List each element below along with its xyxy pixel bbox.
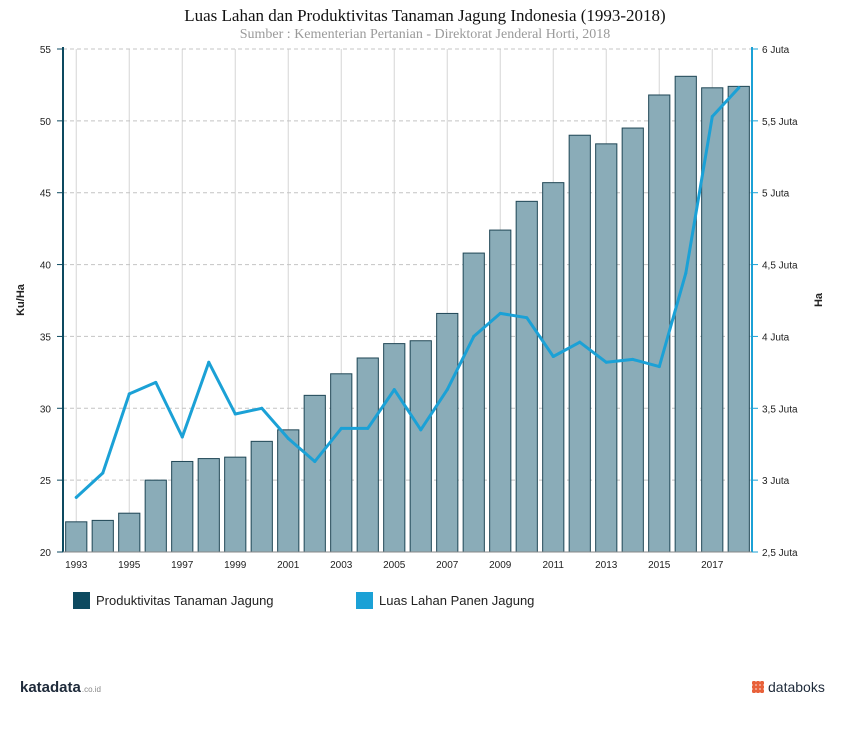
x-tick-label: 1995 <box>118 560 141 571</box>
y-left-tick-label: 55 <box>40 45 52 56</box>
point-luas-lahan <box>207 360 211 364</box>
bar-productivity <box>197 458 220 553</box>
y-right-tick-label: 3,5 Juta <box>762 404 798 415</box>
point-luas-lahan <box>366 426 370 430</box>
x-tick-label: 1999 <box>224 560 247 571</box>
katadata-logo-text: katadata <box>20 679 81 696</box>
point-luas-lahan <box>339 426 343 430</box>
y-right-tick-label: 6 Juta <box>762 45 790 56</box>
legend-label-productivity: Produktivitas Tanaman Jagung <box>96 593 274 608</box>
x-tick-label: 2015 <box>648 560 671 571</box>
x-tick-label: 2009 <box>489 560 512 571</box>
point-luas-lahan <box>286 436 290 440</box>
bar-productivity <box>330 373 353 553</box>
y-left-tick-label: 45 <box>40 189 52 200</box>
bar-productivity <box>727 85 750 553</box>
point-luas-lahan <box>498 311 502 315</box>
bar-productivity <box>277 429 300 553</box>
x-tick-label: 2001 <box>277 560 300 571</box>
databoks-logo-text: databoks <box>768 679 825 695</box>
point-luas-lahan <box>445 388 449 392</box>
point-luas-lahan <box>551 355 555 359</box>
y-right-tick-label: 3 Juta <box>762 476 790 487</box>
point-luas-lahan <box>392 388 396 392</box>
bar-productivity <box>303 394 326 553</box>
point-luas-lahan <box>710 115 714 119</box>
databoks-dots-icon <box>752 681 764 693</box>
y-left-tick-label: 35 <box>40 332 52 343</box>
bar-productivity <box>144 479 167 553</box>
point-luas-lahan <box>631 357 635 361</box>
y-right-tick-label: 2,5 Juta <box>762 548 798 559</box>
y-right-axis-label: Ha <box>813 292 825 307</box>
bar-productivity <box>224 456 247 553</box>
bar-productivity <box>489 229 512 553</box>
y-right-tick-label: 4 Juta <box>762 332 790 343</box>
legend-label-area: Luas Lahan Panen Jagung <box>379 593 535 608</box>
x-tick-label: 2005 <box>383 560 406 571</box>
point-luas-lahan <box>74 495 78 499</box>
bar-productivity <box>91 519 114 553</box>
y-right-tick-label: 4,5 Juta <box>762 261 798 272</box>
katadata-logo: katadata .co.id <box>20 679 101 696</box>
y-left-tick-label: 20 <box>40 548 52 559</box>
bar-productivity <box>171 460 194 553</box>
bar-productivity <box>648 94 671 553</box>
katadata-logo-suffix: .co.id <box>81 685 101 694</box>
bar-productivity <box>621 127 644 553</box>
point-luas-lahan <box>313 459 317 463</box>
bar-productivity <box>409 340 432 553</box>
y-right-tick-label: 5 Juta <box>762 189 790 200</box>
x-tick-label: 1997 <box>171 560 194 571</box>
y-left-axis-label: Ku/Ha <box>15 283 27 316</box>
line-luas-lahan <box>74 86 741 499</box>
bar-productivity <box>250 440 273 553</box>
chart-title: Luas Lahan dan Produktivitas Tanaman Jag… <box>184 6 666 25</box>
x-tick-label: 2013 <box>595 560 618 571</box>
x-tick-label: 2017 <box>701 560 724 571</box>
x-tick-label: 2011 <box>542 560 564 571</box>
x-tick-label: 1993 <box>65 560 88 571</box>
chart-subtitle: Sumber : Kementerian Pertanian - Direkto… <box>239 27 611 42</box>
y-left-tick-label: 30 <box>40 404 52 415</box>
point-luas-lahan <box>472 334 476 338</box>
bar-productivity <box>436 312 459 553</box>
bar-productivity <box>462 252 485 553</box>
point-luas-lahan <box>101 471 105 475</box>
legend-swatch-productivity <box>73 592 90 609</box>
bar-productivity <box>542 182 565 553</box>
legend-item-area[interactable]: Luas Lahan Panen Jagung <box>356 592 534 609</box>
point-luas-lahan <box>684 271 688 275</box>
point-luas-lahan <box>260 406 264 410</box>
y-left-tick-label: 50 <box>40 117 52 128</box>
point-luas-lahan <box>604 360 608 364</box>
bar-productivity <box>65 521 88 553</box>
bar-productivity <box>515 200 538 553</box>
y-right-tick-label: 5,5 Juta <box>762 117 798 128</box>
bar-productivity <box>595 143 618 553</box>
point-luas-lahan <box>233 412 237 416</box>
y-left-tick-label: 40 <box>40 261 52 272</box>
databoks-logo: databoks <box>752 679 825 695</box>
point-luas-lahan <box>525 316 529 320</box>
bar-productivity <box>674 75 697 553</box>
point-luas-lahan <box>419 428 423 432</box>
point-luas-lahan <box>127 392 131 396</box>
point-luas-lahan <box>154 380 158 384</box>
legend-swatch-area <box>356 592 373 609</box>
bar-productivity <box>118 512 141 553</box>
legend-item-productivity[interactable]: Produktivitas Tanaman Jagung <box>73 592 274 609</box>
bar-productivity <box>383 343 406 553</box>
point-luas-lahan <box>657 365 661 369</box>
y-left-tick-label: 25 <box>40 476 52 487</box>
bar-productivity <box>356 357 379 553</box>
point-luas-lahan <box>578 340 582 344</box>
point-luas-lahan <box>737 86 741 90</box>
x-tick-label: 2007 <box>436 560 459 571</box>
x-tick-label: 2003 <box>330 560 353 571</box>
point-luas-lahan <box>180 435 184 439</box>
